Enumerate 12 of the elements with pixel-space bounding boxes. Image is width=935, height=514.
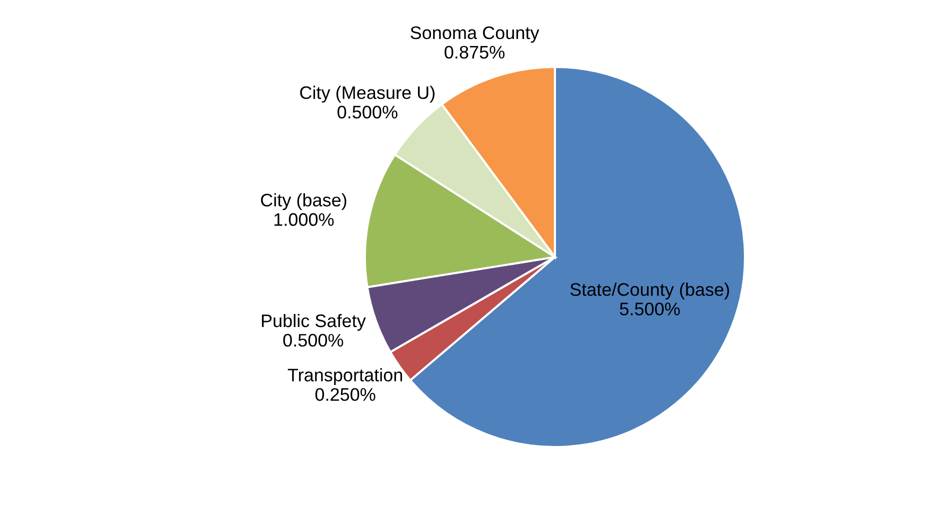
data-label: 0.875% xyxy=(444,46,505,59)
data-label: 0.500% xyxy=(283,334,344,347)
data-label: 1.000% xyxy=(274,213,334,226)
slice-label: Sonoma County xyxy=(410,26,540,43)
data-label: 0.250% xyxy=(315,388,376,401)
slice-label: City (Measure U) xyxy=(300,86,435,103)
slice-label: City (base) xyxy=(261,193,346,210)
data-label: 0.500% xyxy=(338,106,398,119)
slice-label: Transportation xyxy=(288,368,402,386)
slice-label: State/County (base) xyxy=(570,282,729,300)
data-label: 5.500% xyxy=(620,302,680,316)
slice-label: Public Safety xyxy=(262,314,366,331)
